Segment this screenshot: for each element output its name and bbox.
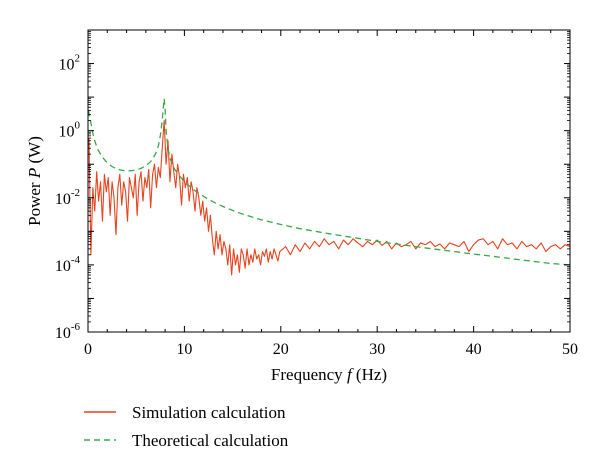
y-tick-label: 100 [59,120,81,141]
y-tick-label: 10-4 [55,254,81,275]
series-line-theoretical [88,98,570,266]
y-tick-label: 10-6 [55,321,81,342]
x-tick-label: 40 [466,341,482,358]
x-tick-label: 50 [562,341,578,358]
x-axis-label: Frequency f (Hz) [271,365,387,384]
x-axis: 0 10 20 30 40 50 [84,30,578,358]
y-axis: 10-6 10-4 10-2 100 102 [55,29,570,342]
plot-frame [87,29,571,333]
legend: Simulation calculation Theoretical calcu… [84,403,289,450]
x-tick-label: 30 [369,341,385,358]
y-tick-label: 102 [59,53,81,74]
legend-label-theoretical: Theoretical calculation [132,431,289,450]
y-tick-label: 10-2 [55,187,80,208]
legend-label-simulation: Simulation calculation [132,403,286,422]
x-tick-label: 10 [176,341,192,358]
series-line-simulation [88,120,570,276]
x-tick-label: 20 [273,341,289,358]
y-axis-label: Power P (W) [25,136,44,226]
x-tick-label: 0 [84,341,92,358]
series-layer [88,98,570,276]
